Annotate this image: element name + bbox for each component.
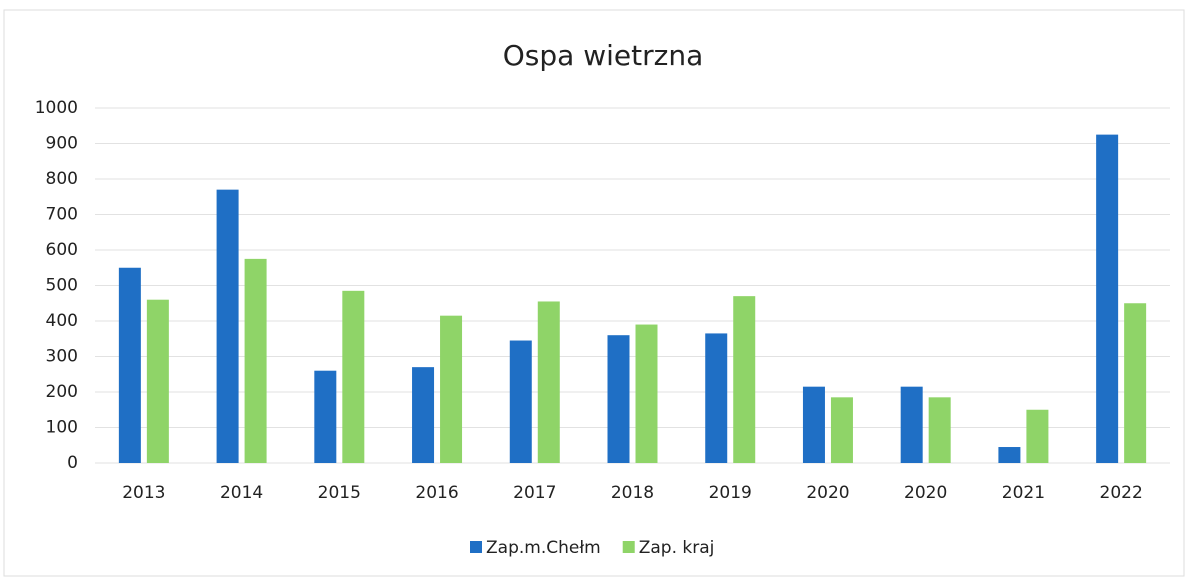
x-tick-label: 2013 [122, 483, 165, 503]
bar [928, 397, 951, 463]
y-tick-label: 900 [46, 134, 78, 154]
legend-label: Zap. kraj [639, 538, 715, 558]
bar [830, 397, 853, 463]
bar [733, 296, 756, 463]
bar [802, 386, 825, 463]
bar [440, 315, 463, 463]
x-tick-label: 2019 [709, 483, 752, 503]
chart-frame [3, 9, 1185, 577]
bar [216, 189, 239, 463]
bar [1096, 134, 1119, 463]
bar [314, 370, 337, 463]
y-tick-label: 500 [46, 276, 78, 296]
bar [146, 299, 169, 463]
bar [705, 333, 728, 463]
y-tick-label: 100 [46, 418, 78, 438]
legend-swatch [622, 541, 635, 553]
bar [635, 324, 658, 463]
bar [342, 290, 365, 463]
x-tick-label: 2017 [513, 483, 556, 503]
x-tick-label: 2020 [904, 483, 947, 503]
legend-swatch [470, 541, 482, 553]
x-tick-label: 2020 [806, 483, 849, 503]
x-tick-label: 2022 [1100, 483, 1143, 503]
y-tick-label: 300 [46, 347, 78, 367]
x-tick-label: 2018 [611, 483, 654, 503]
y-tick-label: 600 [46, 240, 78, 260]
y-tick-label: 1000 [35, 98, 78, 118]
bar [1124, 303, 1147, 463]
y-tick-label: 200 [46, 382, 78, 402]
chart-title: Ospa wietrzna [503, 39, 703, 72]
y-tick-label: 400 [46, 311, 78, 331]
x-tick-label: 2014 [220, 483, 263, 503]
bar [1026, 409, 1049, 463]
x-tick-label: 2016 [415, 483, 458, 503]
y-tick-label: 0 [67, 453, 78, 473]
legend-label: Zap.m.Chełm [486, 538, 601, 558]
y-tick-label: 800 [46, 169, 78, 189]
bar [537, 301, 560, 463]
y-tick-label: 700 [46, 205, 78, 225]
bar [900, 386, 923, 463]
bar [412, 367, 435, 463]
x-tick-label: 2021 [1002, 483, 1045, 503]
bar [998, 447, 1021, 463]
bar [509, 340, 532, 463]
x-tick-label: 2015 [318, 483, 361, 503]
bar [607, 335, 630, 463]
bar [118, 267, 141, 463]
bar [244, 258, 267, 463]
